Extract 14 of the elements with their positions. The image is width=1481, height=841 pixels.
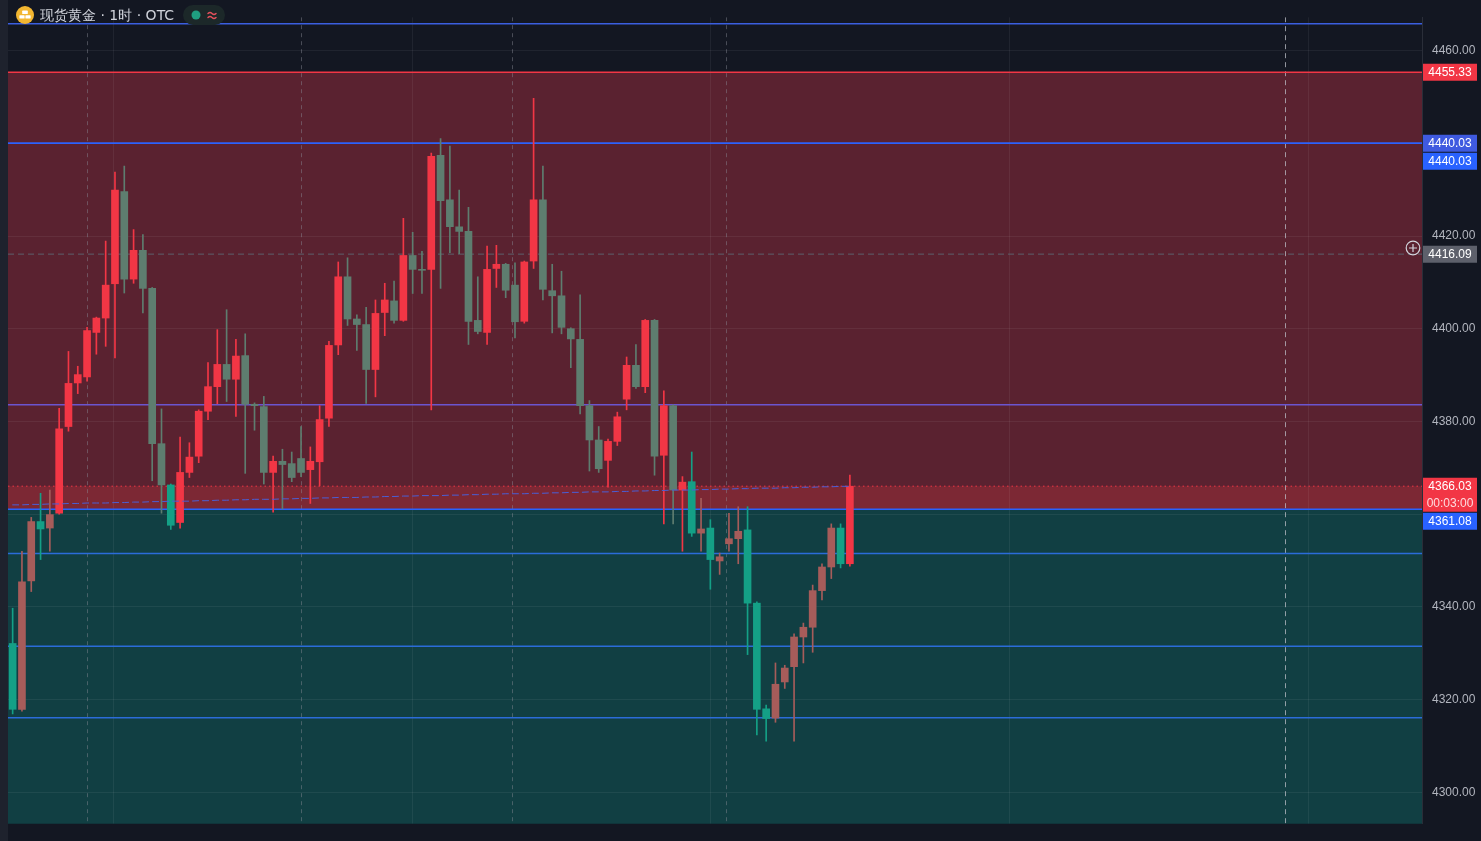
y-tick-label: 4420.00 <box>1432 228 1476 243</box>
y-tick-label: 4460.00 <box>1432 42 1476 57</box>
ref-line-label: 4455.33 <box>1428 65 1473 80</box>
y-tick-label: 4340.00 <box>1432 599 1476 614</box>
chart-title: 现货黄金 · 1时 · OTC <box>40 6 175 24</box>
y-tick-label: 4320.00 <box>1432 691 1476 706</box>
y-tick-label: 4400.00 <box>1432 321 1476 336</box>
ref-line-label: 4440.03 <box>1428 153 1473 168</box>
ref-line-label: 4416.09 <box>1428 246 1473 261</box>
ref-line-label: 4440.03 <box>1428 135 1473 150</box>
ref-line-label: 4366.03 00:03:00 <box>1426 479 1474 510</box>
y-tick-label: 4380.00 <box>1432 413 1476 428</box>
y-tick-label: 4300.00 <box>1432 784 1476 799</box>
ref-line-label: 4361.08 <box>1428 514 1473 528</box>
